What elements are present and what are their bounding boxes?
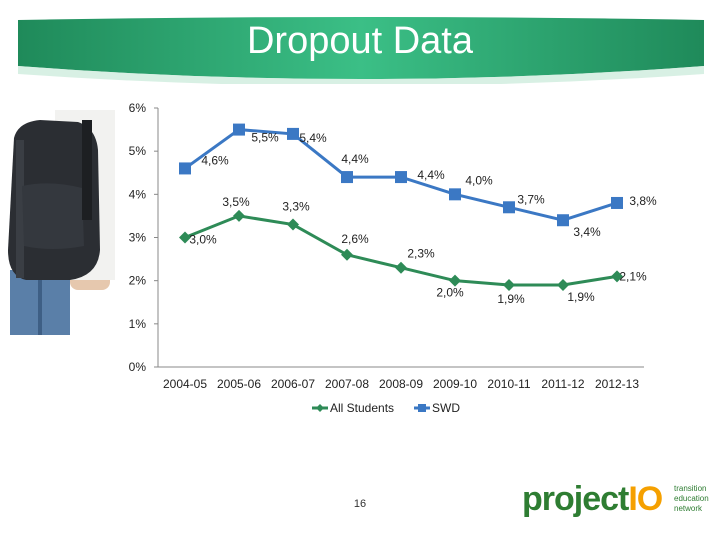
logo-tagline: transition education network <box>674 484 709 513</box>
data-label: 3,7% <box>517 192 545 206</box>
data-point-swd <box>611 196 623 209</box>
y-tick-label: 3% <box>129 231 147 245</box>
x-tick-label: 2009-10 <box>433 377 477 391</box>
data-point-swd <box>287 127 299 140</box>
data-label: 4,4% <box>341 152 369 166</box>
page-number: 16 <box>353 498 367 510</box>
data-label: 2,0% <box>436 286 464 300</box>
x-tick-label: 2007-08 <box>325 377 369 391</box>
data-point-all-students <box>395 261 407 274</box>
data-point-swd <box>557 214 569 227</box>
data-label: 2,1% <box>619 269 647 283</box>
data-point-swd <box>179 162 191 175</box>
x-tick-label: 2005-06 <box>217 377 261 391</box>
x-tick-label: 2012-13 <box>595 377 639 391</box>
data-point-all-students <box>341 248 353 261</box>
data-label: 5,4% <box>299 131 327 145</box>
data-label: 2,6% <box>341 232 369 246</box>
title-banner <box>18 17 704 84</box>
data-point-all-students <box>503 278 515 291</box>
logo-wordmark: projectIO <box>522 480 663 518</box>
data-label: 4,0% <box>465 173 493 187</box>
data-label: 3,8% <box>629 194 657 208</box>
data-label: 2,3% <box>407 247 435 261</box>
projectio-logo: projectIO transition education network <box>522 478 712 524</box>
data-label: 3,3% <box>282 200 310 214</box>
data-label: 4,4% <box>417 168 445 182</box>
y-tick-label: 6% <box>129 101 147 115</box>
data-point-all-students <box>449 274 461 287</box>
legend-label: SWD <box>432 401 460 415</box>
data-point-swd <box>395 171 407 184</box>
y-tick-label: 5% <box>129 144 147 158</box>
x-tick-label: 2011-12 <box>541 377 584 391</box>
series-line-all-students <box>184 214 618 287</box>
data-point-swd <box>341 171 353 184</box>
data-label: 3,4% <box>573 225 601 239</box>
x-tick-label: 2004-05 <box>163 377 207 391</box>
x-tick-label: 2006-07 <box>271 377 315 391</box>
data-point-all-students <box>233 209 245 222</box>
y-tick-label: 2% <box>129 274 147 288</box>
data-point-all-students <box>179 231 191 244</box>
data-label: 3,5% <box>222 195 250 209</box>
data-point-all-students <box>611 270 623 283</box>
data-point-all-students <box>557 278 569 291</box>
data-label: 3,0% <box>189 233 217 247</box>
y-tick-label: 0% <box>129 360 147 374</box>
data-label: 1,9% <box>567 290 595 304</box>
x-tick-label: 2010-11 <box>487 377 530 391</box>
student-backpack-image <box>8 110 115 335</box>
y-tick-label: 4% <box>129 187 147 201</box>
data-point-swd <box>449 188 461 201</box>
page-title: Dropout Data <box>246 20 473 62</box>
data-label: 4,6% <box>201 153 229 167</box>
data-label: 5,5% <box>251 131 279 145</box>
legend-label: All Students <box>330 401 394 415</box>
data-point-all-students <box>287 218 299 231</box>
data-point-swd <box>503 201 515 214</box>
data-point-swd <box>233 123 245 136</box>
legend-marker <box>418 404 426 412</box>
x-tick-label: 2008-09 <box>379 377 423 391</box>
legend-marker <box>316 404 324 412</box>
y-tick-label: 1% <box>129 317 147 331</box>
data-label: 1,9% <box>497 292 525 306</box>
